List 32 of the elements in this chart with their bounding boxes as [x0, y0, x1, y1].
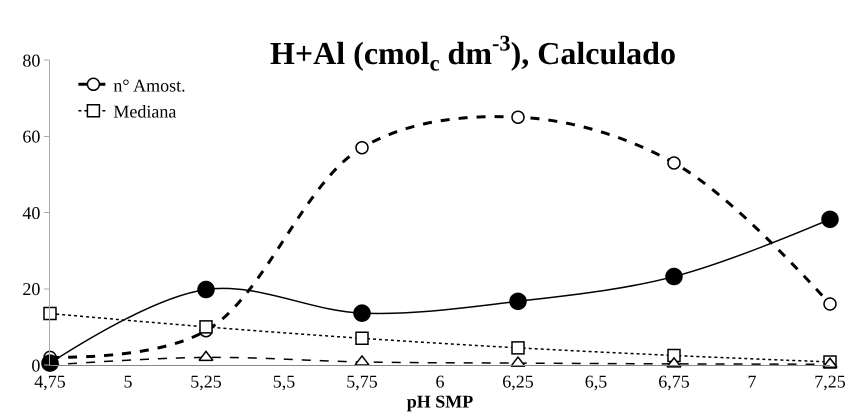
point: [355, 332, 369, 346]
x-tick-label: 6,25: [502, 372, 534, 392]
y-tick-label: 60: [22, 126, 40, 147]
point: [665, 268, 683, 286]
point: [509, 292, 527, 310]
y-tick-label: 20: [22, 279, 40, 300]
x-tick-label: 5,25: [190, 372, 222, 392]
x-tick-label: 7,25: [814, 372, 846, 392]
x-tick-label: 7: [748, 372, 756, 392]
point: [41, 354, 59, 372]
point: [199, 320, 213, 334]
point: [511, 110, 525, 124]
x-tick-label: 6,5: [584, 372, 608, 392]
x-tick-label: 5: [124, 372, 132, 392]
point: [353, 304, 371, 322]
point: [823, 297, 837, 311]
point: [821, 210, 839, 228]
chart-title: H+Al (cmol$_{c}$ dm$^{-3}$), Calculado: [270, 30, 676, 76]
legend-label: Mediana: [113, 102, 176, 122]
x-tick-label: 5,5: [272, 372, 296, 392]
legend-label: n° Amost.: [113, 75, 186, 96]
point: [511, 341, 525, 355]
point: [355, 140, 369, 154]
x-tick-label: 5,75: [346, 372, 378, 392]
point: [667, 156, 681, 170]
x-tick-label: 6: [436, 372, 444, 392]
x-tick-label: 6,75: [658, 372, 690, 392]
point: [43, 306, 57, 320]
x-axis-title: pH SMP: [406, 392, 474, 412]
y-tick-label: 80: [22, 50, 40, 70]
y-tick-label: 40: [22, 202, 40, 223]
point: [197, 280, 215, 298]
